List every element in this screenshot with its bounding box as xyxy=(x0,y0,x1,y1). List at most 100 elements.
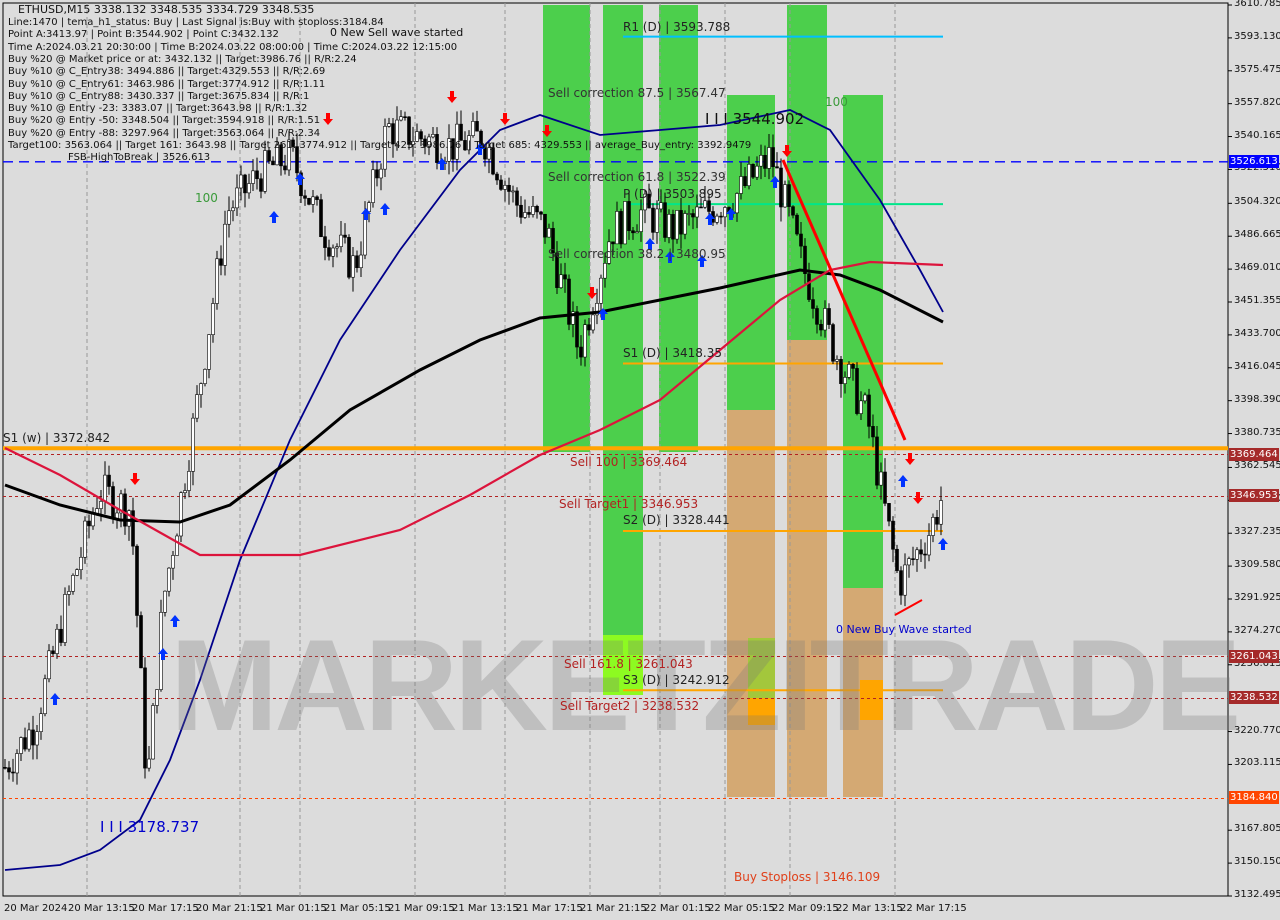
signal-zone xyxy=(727,410,775,797)
y-tick-label: 3593.130 xyxy=(1234,30,1280,42)
y-tick-label: 3380.735 xyxy=(1234,426,1280,438)
info-line: Buy %10 @ C_Entry61: 3463.986 || Target:… xyxy=(8,78,326,90)
x-tick-label: 21 Mar 21:15 xyxy=(580,903,647,914)
candle-body xyxy=(147,758,151,769)
candle-body xyxy=(939,500,943,525)
candle-body xyxy=(863,394,867,402)
candle-body xyxy=(387,123,391,127)
level-price-tag: 3238.532 xyxy=(1229,691,1279,705)
info-line: Target100: 3563.064 || Target 161: 3643.… xyxy=(8,140,752,151)
candle-body xyxy=(263,150,267,192)
candle-body xyxy=(599,277,603,304)
info-line: Buy %10 @ C_Entry88: 3430.337 || Target:… xyxy=(8,90,310,102)
sell-arrow-icon xyxy=(905,453,915,465)
candle-body xyxy=(371,169,375,203)
candle-body xyxy=(851,363,855,369)
candle-body xyxy=(295,146,299,174)
info-line: Buy %20 @ Market price or at: 3432.132 |… xyxy=(8,53,357,65)
candle-body xyxy=(743,176,747,187)
candle-body xyxy=(87,520,91,527)
candle-body xyxy=(243,174,247,194)
x-tick-label: 21 Mar 13:15 xyxy=(452,903,519,914)
candle-body xyxy=(251,170,255,184)
candle-body xyxy=(71,575,75,592)
candle-body xyxy=(655,208,659,233)
candle-body xyxy=(595,303,599,316)
candle-body xyxy=(631,230,635,234)
candle-body xyxy=(611,241,615,245)
candle-body xyxy=(807,273,811,300)
candle-body xyxy=(179,492,183,537)
candle-body xyxy=(303,195,307,199)
candle-body xyxy=(51,650,55,654)
buy-arrow-icon xyxy=(598,308,608,320)
candle-body xyxy=(651,207,655,233)
candle-body xyxy=(723,207,727,218)
watermark: MARKETZITRADE xyxy=(170,612,1241,758)
candle-body xyxy=(519,204,523,218)
candle-body xyxy=(111,486,115,519)
candle-body xyxy=(375,169,379,179)
buy-arrow-icon xyxy=(50,693,60,705)
candle-body xyxy=(935,516,939,525)
candle-body xyxy=(695,206,699,218)
candle-body xyxy=(811,299,815,309)
candle-body xyxy=(91,513,95,527)
info-line: Time A:2024.03.21 20:30:00 | Time B:2024… xyxy=(8,41,458,53)
candle-body xyxy=(451,138,455,160)
candle-body xyxy=(647,193,651,209)
y-tick-label: 3274.270 xyxy=(1234,624,1280,636)
candle-body xyxy=(795,214,799,235)
level-price-tag: 3346.953 xyxy=(1229,489,1279,503)
candle-body xyxy=(491,147,495,175)
candle-body xyxy=(683,213,687,235)
candle-body xyxy=(483,147,487,160)
buy-arrow-icon xyxy=(475,143,485,155)
candle-body xyxy=(767,147,771,169)
candle-body xyxy=(523,212,527,218)
candle-body xyxy=(379,168,383,179)
signal-zone xyxy=(727,95,775,410)
candle-body xyxy=(315,196,319,200)
sell-arrow-icon xyxy=(130,473,140,485)
y-tick-label: 3398.390 xyxy=(1234,393,1280,405)
candle-body xyxy=(239,174,243,189)
sell100-label: Sell 100 | 3369.464 xyxy=(570,455,688,469)
candle-body xyxy=(771,147,775,168)
level-price-tag: 3369.464 xyxy=(1229,447,1279,461)
candle-body xyxy=(475,121,479,132)
y-tick-label: 3150.150 xyxy=(1234,856,1280,868)
candle-body xyxy=(359,254,363,269)
candle-body xyxy=(7,767,11,773)
candle-body xyxy=(3,767,7,769)
candle-body xyxy=(891,520,895,550)
buy-arrow-icon xyxy=(645,238,655,250)
buy-wave-label: 0 New Buy Wave started xyxy=(836,623,972,636)
x-tick-label: 20 Mar 2024 xyxy=(4,903,68,914)
candle-body xyxy=(135,545,139,616)
candle-body xyxy=(287,139,291,171)
y-tick-label: 3327.235 xyxy=(1234,526,1280,538)
candle-body xyxy=(275,144,279,166)
candle-body xyxy=(223,223,227,266)
buy-arrow-icon xyxy=(158,648,168,660)
buy-arrow-icon xyxy=(170,615,180,627)
candle-body xyxy=(331,247,335,257)
level-price-tag: 3184.840 xyxy=(1229,791,1279,805)
y-tick-label: 3433.700 xyxy=(1234,327,1280,339)
x-tick-label: 20 Mar 21:15 xyxy=(196,903,263,914)
y-tick-label: 3504.320 xyxy=(1234,196,1280,208)
sell-arrow-icon xyxy=(782,145,792,157)
candle-body xyxy=(859,400,863,414)
fsb-label: FSB-HighToBreak | 3526.613 xyxy=(68,152,211,163)
candle-body xyxy=(311,196,315,205)
sell-arrow-icon xyxy=(500,113,510,125)
candle-body xyxy=(27,729,31,750)
candle-body xyxy=(15,753,19,774)
candle-body xyxy=(487,147,491,160)
candle-body xyxy=(571,311,575,325)
candle-body xyxy=(815,308,819,325)
candle-body xyxy=(759,155,763,167)
point-b-label: I I I 3544.902 xyxy=(705,110,805,128)
